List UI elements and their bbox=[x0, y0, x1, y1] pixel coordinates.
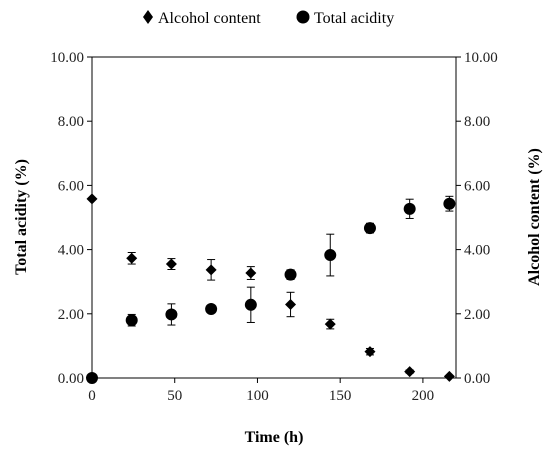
acidity-point bbox=[125, 314, 138, 327]
x-tick-label: 100 bbox=[246, 388, 269, 404]
legend-acidity-marker bbox=[296, 10, 310, 24]
acidity-point bbox=[165, 308, 178, 321]
data-marks bbox=[86, 193, 456, 384]
legend-alcohol-marker bbox=[143, 10, 153, 24]
plot-frame bbox=[91, 56, 457, 379]
y-tick-label-right: 0.00 bbox=[464, 371, 490, 387]
alcohol-point bbox=[285, 298, 297, 310]
y-tick-label-right: 4.00 bbox=[464, 243, 490, 259]
y-tick-label-left: 6.00 bbox=[58, 178, 84, 194]
legend-acidity-label: Total acidity bbox=[314, 10, 394, 27]
legend: Alcohol content Total acidity bbox=[143, 10, 394, 27]
x-tick-label: 200 bbox=[412, 388, 435, 404]
legend-alcohol-label: Alcohol content bbox=[158, 10, 261, 27]
alcohol-point bbox=[126, 252, 138, 264]
y-axis-left-title: Total acidity (%) bbox=[13, 159, 30, 275]
y-tick-label-right: 2.00 bbox=[464, 307, 490, 323]
x-tick-label: 50 bbox=[167, 388, 182, 404]
y-tick-label-left: 0.00 bbox=[58, 371, 84, 387]
alcohol-point bbox=[165, 258, 177, 270]
acidity-point bbox=[443, 197, 456, 210]
acidity-point bbox=[324, 249, 337, 262]
acidity-point bbox=[205, 302, 218, 315]
acidity-point bbox=[284, 268, 297, 281]
alcohol-point bbox=[245, 267, 257, 279]
y-tick-label-right: 8.00 bbox=[464, 114, 490, 130]
acidity-point bbox=[403, 202, 416, 215]
alcohol-point bbox=[404, 366, 416, 378]
x-axis-title: Time (h) bbox=[245, 429, 304, 446]
y-tick-label-left: 10.00 bbox=[50, 50, 84, 66]
y-tick-label-left: 4.00 bbox=[58, 243, 84, 259]
alcohol-point bbox=[443, 370, 455, 382]
x-tick-label: 0 bbox=[88, 388, 96, 404]
x-tick-label: 150 bbox=[329, 388, 352, 404]
y-tick-label-left: 2.00 bbox=[58, 307, 84, 323]
y-tick-label-right: 10.00 bbox=[464, 50, 498, 66]
acidity-point bbox=[244, 298, 257, 311]
y-tick-label-left: 8.00 bbox=[58, 114, 84, 130]
alcohol-point bbox=[205, 264, 217, 276]
acidity-point bbox=[86, 372, 98, 384]
y-tick-label-right: 6.00 bbox=[464, 178, 490, 194]
alcohol-point bbox=[324, 318, 336, 330]
y-axis-right-title: Alcohol content (%) bbox=[526, 148, 543, 286]
acidity-point bbox=[363, 222, 376, 235]
alcohol-point bbox=[86, 193, 98, 205]
axis-ticks: 0 50 100 150 200 0.00 0.00 2.00 2.00 4.00 4.00 6.00… bbox=[50, 50, 498, 404]
alcohol-point bbox=[364, 346, 376, 358]
